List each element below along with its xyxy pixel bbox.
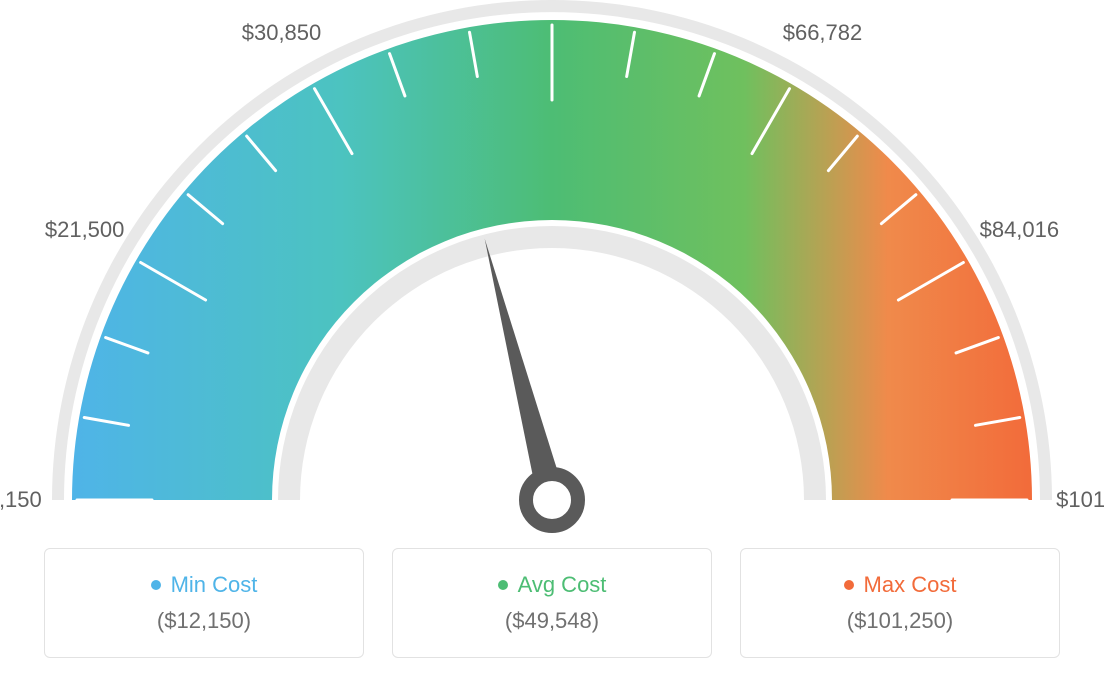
legend-dot-avg xyxy=(498,580,508,590)
gauge-scale-label: $101,250 xyxy=(1056,487,1104,513)
legend-label-max: Max Cost xyxy=(864,572,957,598)
legend-dot-min xyxy=(151,580,161,590)
legend-label-avg: Avg Cost xyxy=(518,572,607,598)
legend-row: Min Cost ($12,150) Avg Cost ($49,548) Ma… xyxy=(0,548,1104,658)
gauge-scale-label: $30,850 xyxy=(242,20,322,46)
gauge-svg xyxy=(0,0,1104,540)
gauge-container: $12,150$21,500$30,850$49,548$66,782$84,0… xyxy=(0,0,1104,540)
legend-title-avg: Avg Cost xyxy=(498,572,607,598)
gauge-scale-label: $12,150 xyxy=(0,487,42,513)
gauge-scale-label: $66,782 xyxy=(783,20,863,46)
legend-card-max: Max Cost ($101,250) xyxy=(740,548,1060,658)
legend-value-max: ($101,250) xyxy=(847,608,953,634)
legend-title-max: Max Cost xyxy=(844,572,957,598)
legend-card-min: Min Cost ($12,150) xyxy=(44,548,364,658)
legend-card-avg: Avg Cost ($49,548) xyxy=(392,548,712,658)
legend-label-min: Min Cost xyxy=(171,572,258,598)
legend-title-min: Min Cost xyxy=(151,572,258,598)
gauge-scale-label: $21,500 xyxy=(45,217,125,243)
legend-dot-max xyxy=(844,580,854,590)
gauge-scale-label: $84,016 xyxy=(980,217,1060,243)
legend-value-min: ($12,150) xyxy=(157,608,251,634)
legend-value-avg: ($49,548) xyxy=(505,608,599,634)
